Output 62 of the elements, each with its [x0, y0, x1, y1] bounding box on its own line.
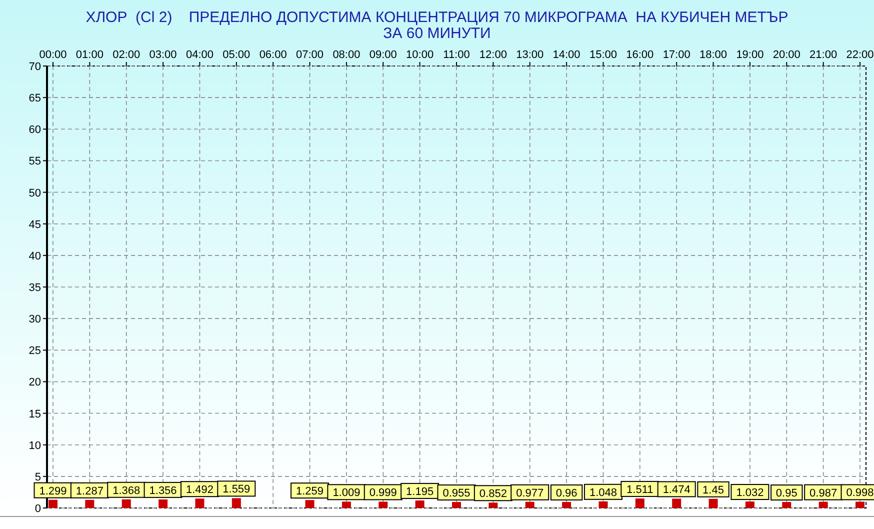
data-label: 1.048 [589, 486, 617, 499]
x-tick-label: 09:00 [369, 49, 397, 61]
data-label: 1.299 [39, 485, 67, 498]
y-tick-label: 20 [28, 376, 41, 389]
x-tick-label: 08:00 [332, 49, 360, 61]
y-tick-label: 25 [28, 345, 41, 358]
x-tick-label: 13:00 [516, 49, 544, 61]
data-label: 1.009 [332, 487, 360, 500]
data-label: 1.287 [76, 485, 104, 498]
data-label: 1.356 [149, 484, 177, 497]
x-tick-label: 10:00 [406, 49, 434, 61]
data-label: 0.852 [479, 488, 507, 500]
x-tick-label: 05:00 [222, 49, 250, 61]
x-tick-label: 19:00 [736, 49, 764, 61]
x-tick-label: 18:00 [700, 49, 728, 61]
data-label: 1.032 [736, 486, 764, 499]
data-label: 1.45 [702, 484, 724, 496]
x-tick-label: 14:00 [552, 49, 580, 61]
y-tick-label: 5 [34, 471, 41, 484]
x-tick-label: 06:00 [259, 49, 287, 61]
x-tick-label: 20:00 [772, 49, 800, 61]
data-label: 0.999 [369, 487, 397, 500]
y-tick-label: 70 [28, 61, 41, 73]
data-label: 0.955 [442, 487, 470, 500]
data-label: 1.492 [186, 484, 214, 496]
x-tick-label: 15:00 [589, 49, 617, 61]
y-tick-label: 15 [28, 408, 41, 420]
y-tick-label: 65 [28, 92, 41, 105]
x-tick-label: 16:00 [626, 49, 654, 61]
y-tick-label: 55 [28, 156, 41, 168]
data-label: 0.95 [776, 488, 798, 500]
x-tick-label: 01:00 [76, 49, 104, 61]
x-tick-label: 22:00 [846, 49, 874, 61]
data-label: 1.368 [112, 484, 140, 497]
x-tick-label: 02:00 [112, 49, 140, 61]
data-label: 1.559 [222, 484, 250, 496]
x-tick-label: 11:00 [443, 49, 470, 61]
y-tick-label: 40 [28, 250, 41, 262]
chart-subtitle: ЗА 60 МИНУТИ [383, 25, 491, 42]
y-tick-label: 0 [34, 503, 41, 515]
data-label: 0.998 [846, 487, 874, 500]
data-label: 0.96 [556, 487, 578, 500]
data-label: 1.511 [626, 484, 654, 496]
y-tick-label: 10 [28, 440, 41, 452]
chart-title: ХЛОР (Cl 2) ПРЕДЕЛНО ДОПУСТИМА КОНЦЕНТРАЦИЯ 70 МИКРОГРАМА НА КУБИЧЕН МЕТЪР [86, 9, 788, 26]
x-tick-label: 00:00 [39, 49, 67, 61]
y-tick-label: 45 [28, 218, 41, 231]
data-label: 0.977 [516, 487, 544, 500]
data-label: 1.259 [296, 486, 324, 498]
y-tick-label: 30 [28, 314, 41, 326]
y-tick-label: 35 [28, 282, 41, 294]
x-tick-label: 03:00 [149, 49, 177, 61]
x-tick-label: 17:00 [662, 49, 690, 61]
x-tick-label: 07:00 [296, 49, 324, 61]
y-tick-label: 50 [28, 187, 41, 200]
data-label: 1.474 [662, 484, 690, 496]
y-tick-label: 60 [28, 124, 41, 136]
x-tick-label: 21:00 [810, 49, 838, 61]
x-tick-label: 04:00 [186, 49, 214, 61]
x-tick-label: 12:00 [479, 49, 507, 61]
data-label: 1.195 [406, 486, 434, 498]
data-label: 0.987 [810, 487, 838, 500]
